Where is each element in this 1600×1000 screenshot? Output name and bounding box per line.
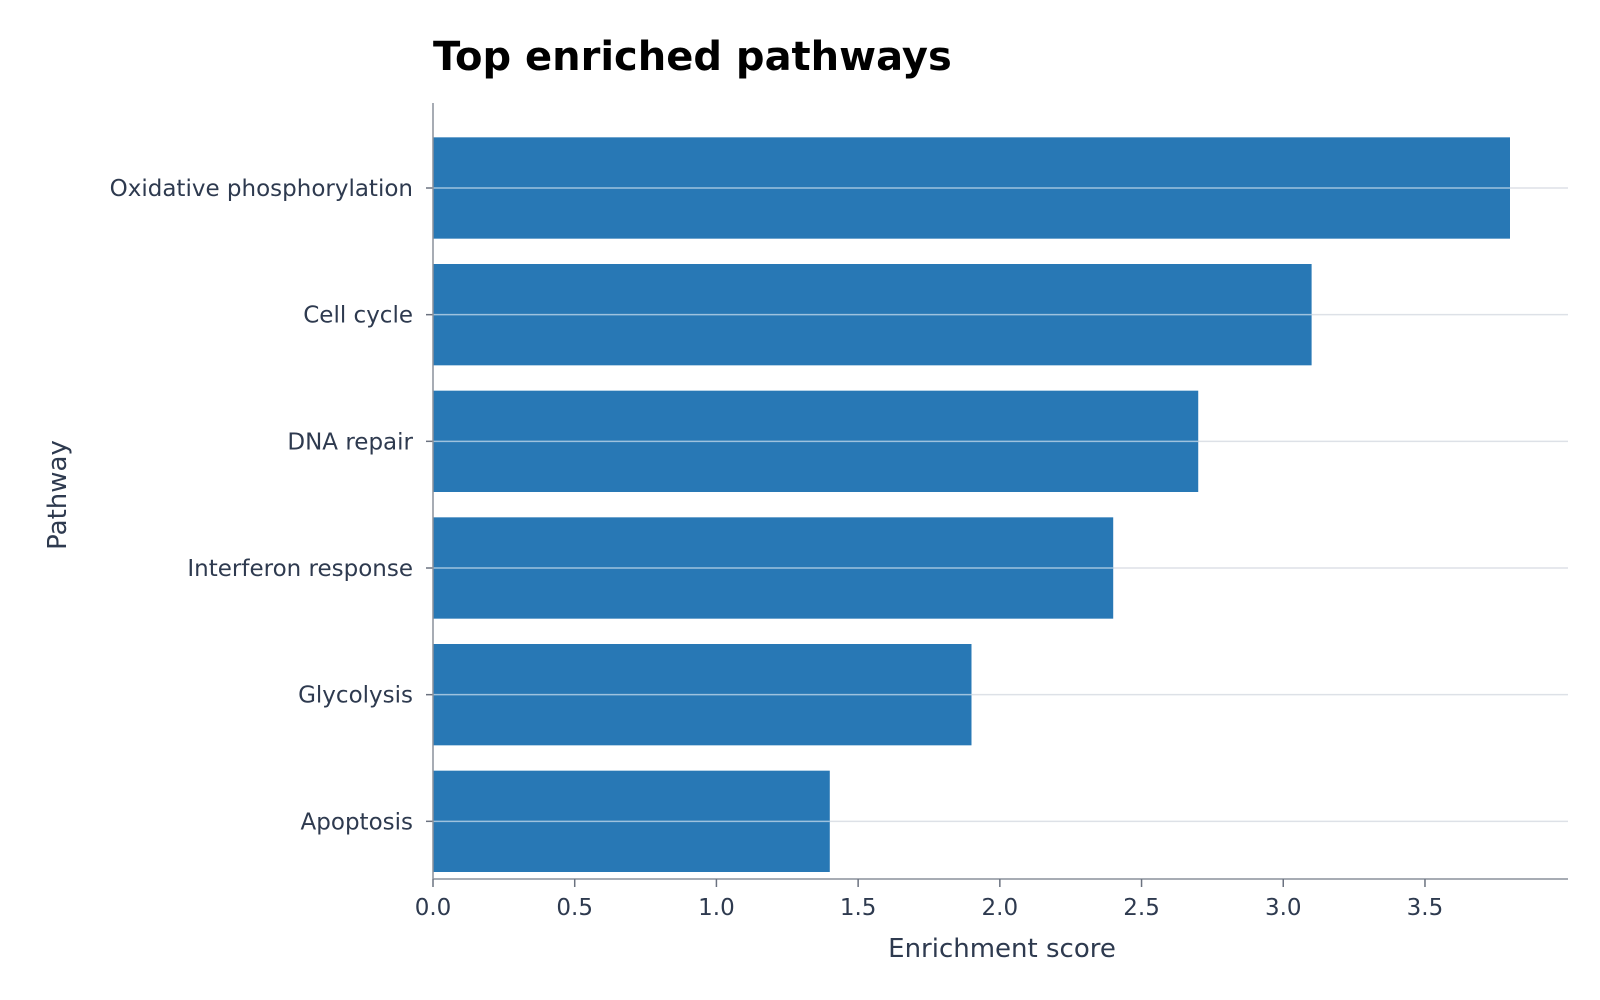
y-axis-label: Pathway <box>43 440 73 550</box>
axes <box>426 103 1568 887</box>
x-tick-label: 2.0 <box>982 895 1019 921</box>
chart-title: Top enriched pathways <box>433 34 952 80</box>
y-tick-label: Interferon response <box>187 556 413 582</box>
y-tick-label: Apoptosis <box>301 809 413 835</box>
tick-labels: Oxidative phosphorylation Cell cycle DNA r… <box>110 176 1444 921</box>
x-axis-label: Enrichment score <box>888 934 1116 964</box>
x-tick-label: 1.5 <box>840 895 877 921</box>
grid-overlay <box>433 187 1510 823</box>
x-tick-label: 0.5 <box>556 895 593 921</box>
y-tick-label: DNA repair <box>287 429 413 455</box>
y-tick-label: Oxidative phosphorylation <box>110 176 413 202</box>
x-tick-label: 3.5 <box>1407 895 1444 921</box>
x-tick-label: 2.5 <box>1123 895 1160 921</box>
x-tick-label: 0.0 <box>415 895 452 921</box>
bars <box>433 137 1510 872</box>
y-tick-label: Glycolysis <box>298 683 413 709</box>
x-tick-label: 3.0 <box>1265 895 1302 921</box>
x-tick-label: 1.0 <box>698 895 735 921</box>
y-tick-label: Cell cycle <box>303 303 413 329</box>
